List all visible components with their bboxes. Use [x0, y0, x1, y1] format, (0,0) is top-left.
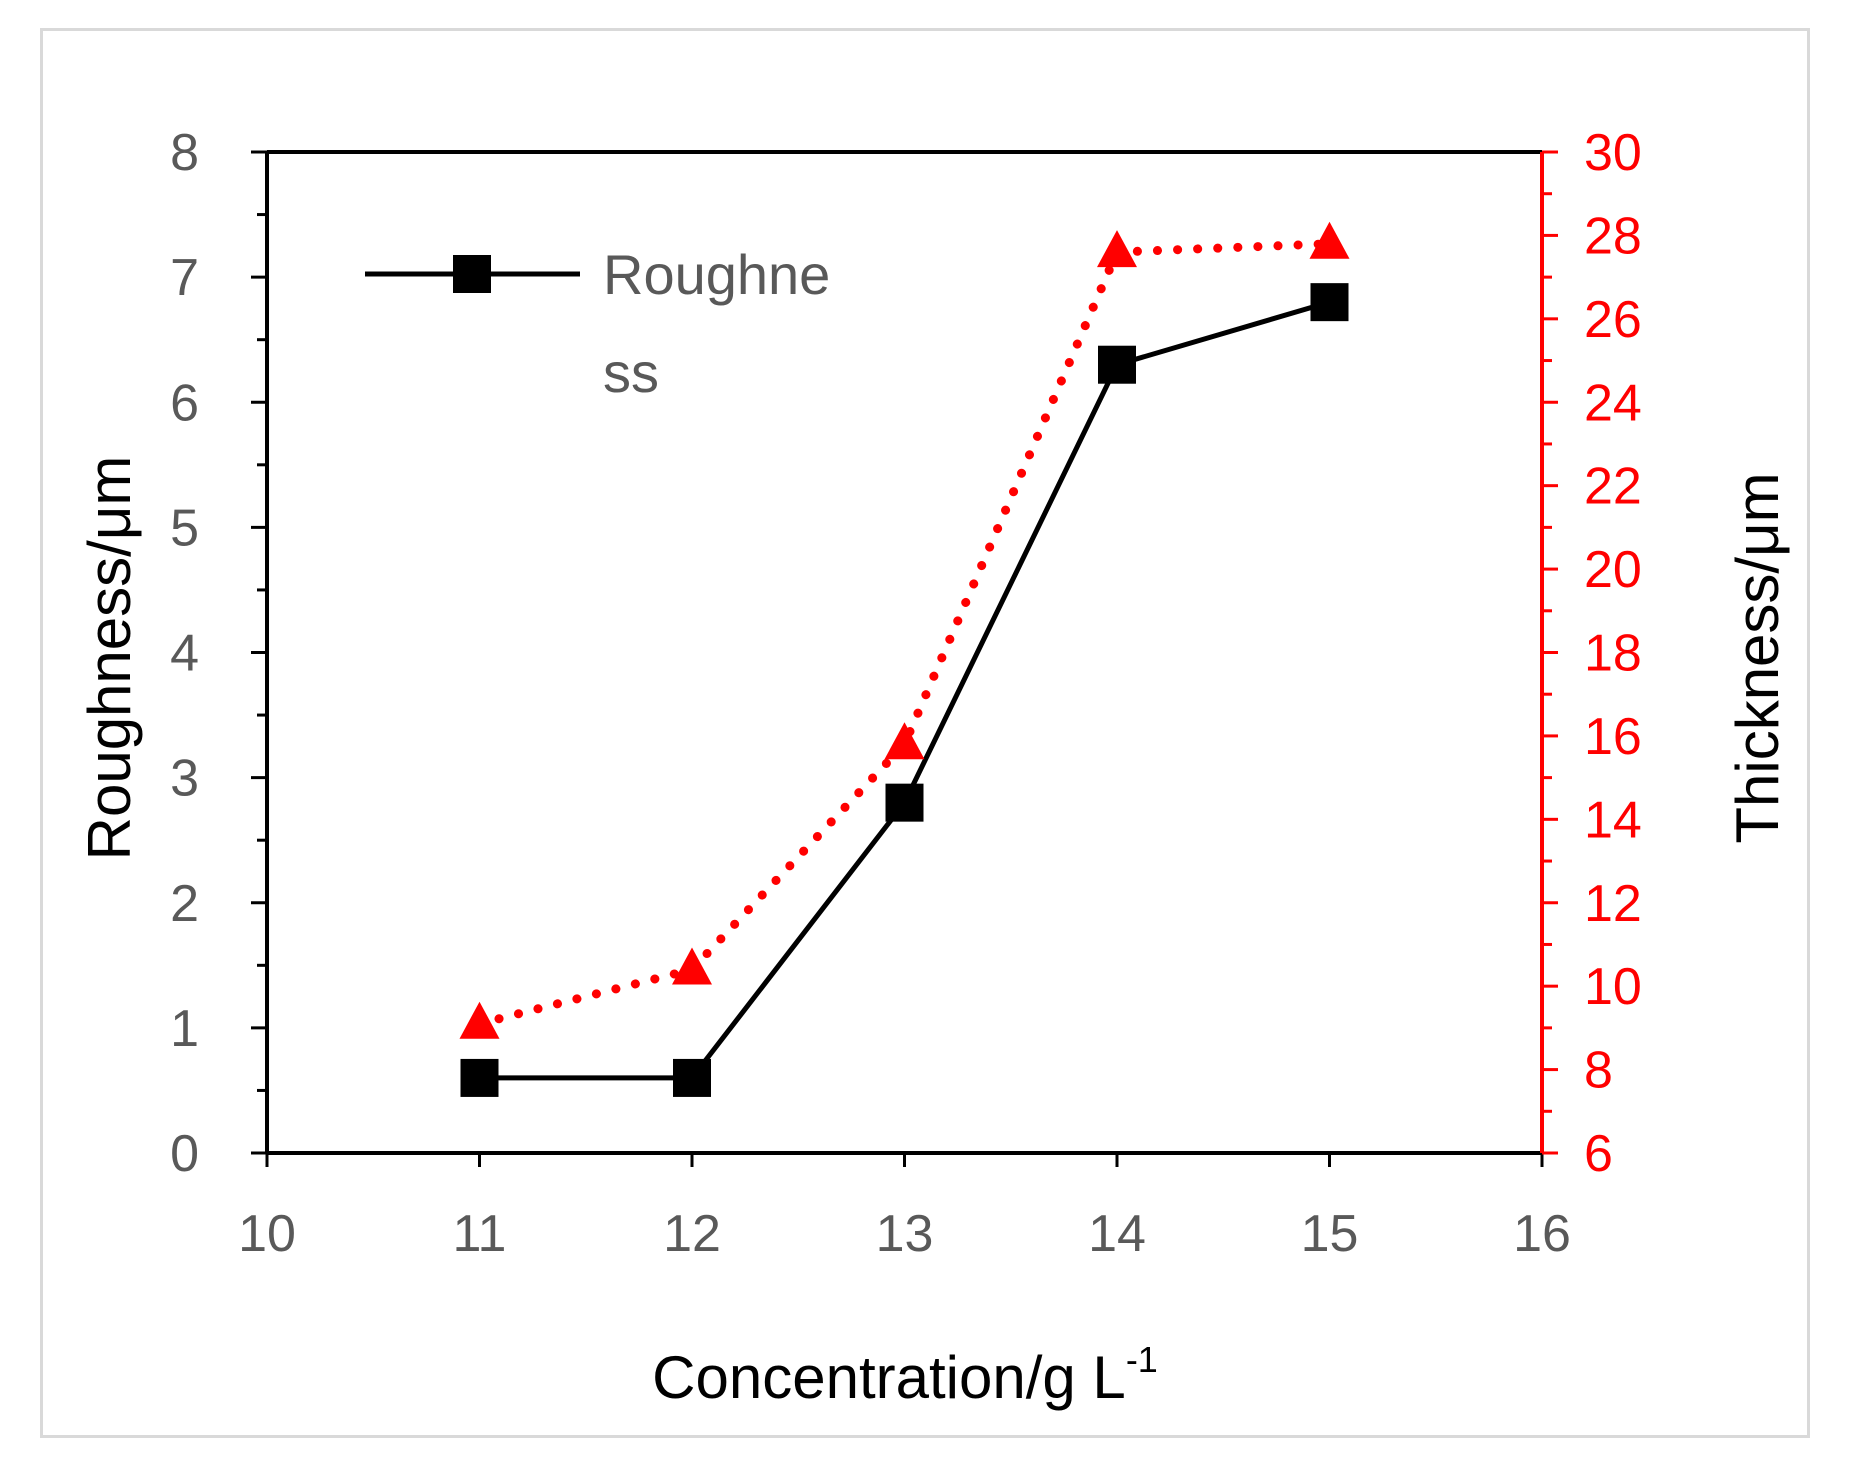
y-tick-label: 2 — [170, 875, 199, 933]
x-tick-label: 10 — [238, 1205, 296, 1263]
y-tick-label: 4 — [170, 625, 199, 683]
x-axis-title: Concentration/g L-1 — [652, 1339, 1158, 1411]
y2-tick-label: 12 — [1584, 875, 1642, 933]
y-tick-label: 8 — [170, 124, 199, 182]
thickness-point — [459, 1001, 500, 1039]
legend-label-roughness: ss — [603, 341, 659, 404]
y-tick-label: 6 — [170, 374, 199, 432]
y-tick-label: 3 — [170, 750, 199, 808]
y2-tick-label: 24 — [1584, 374, 1642, 432]
axes — [265, 150, 1544, 1155]
thickness-point — [1309, 221, 1350, 259]
x-tick-label: 13 — [876, 1205, 934, 1263]
y2-axis-title: Thickness/μm — [1724, 472, 1791, 843]
series-layer — [459, 221, 1350, 1097]
y2-tick-label: 20 — [1584, 541, 1642, 599]
y-tick-label: 5 — [170, 499, 199, 557]
roughness-point — [673, 1058, 711, 1097]
y-tick-label: 0 — [170, 1125, 199, 1183]
legend-marker-roughness — [453, 255, 491, 293]
y-tick-label: 1 — [170, 1000, 199, 1058]
thickness-point — [672, 947, 712, 985]
x-axis-title-text: Concentration/g L — [652, 1344, 1126, 1411]
y2-tick-label: 10 — [1584, 958, 1642, 1016]
thickness-point — [884, 722, 925, 760]
legend-label-roughness: Roughne — [603, 243, 830, 306]
x-axis-title-superscript: -1 — [1126, 1339, 1158, 1380]
roughness-series-line — [479, 299, 1331, 1081]
x-tick-label: 14 — [1088, 1205, 1146, 1263]
thickness-point — [1097, 230, 1137, 268]
y2-tick-label: 22 — [1584, 458, 1642, 516]
y2-tick-label: 30 — [1584, 124, 1642, 182]
y2-tick-label: 14 — [1584, 791, 1642, 849]
ticks: 10 11 12 13 14 15 1601234567868101214161820222… — [170, 124, 1642, 1263]
y2-tick-label: 18 — [1584, 625, 1642, 683]
roughness-point — [885, 783, 924, 822]
x-tick-label: 12 — [663, 1205, 721, 1263]
y-axis-title: Roughness/μm — [76, 456, 143, 861]
x-tick-label: 16 — [1513, 1205, 1571, 1263]
x-tick-label: 11 — [453, 1205, 507, 1263]
y-tick-label: 7 — [170, 249, 199, 307]
y2-tick-label: 6 — [1584, 1125, 1613, 1183]
x-tick-label: 15 — [1301, 1205, 1359, 1263]
roughness-point — [1098, 345, 1136, 384]
legend: Roughne ss — [365, 243, 830, 404]
y2-tick-label: 16 — [1584, 708, 1642, 766]
roughness-point — [460, 1058, 499, 1097]
y2-tick-label: 8 — [1584, 1042, 1613, 1100]
y2-tick-label: 26 — [1584, 291, 1642, 349]
chart-frame — [40, 28, 1810, 1438]
roughness-point — [1310, 283, 1349, 322]
y2-tick-label: 28 — [1584, 207, 1642, 265]
